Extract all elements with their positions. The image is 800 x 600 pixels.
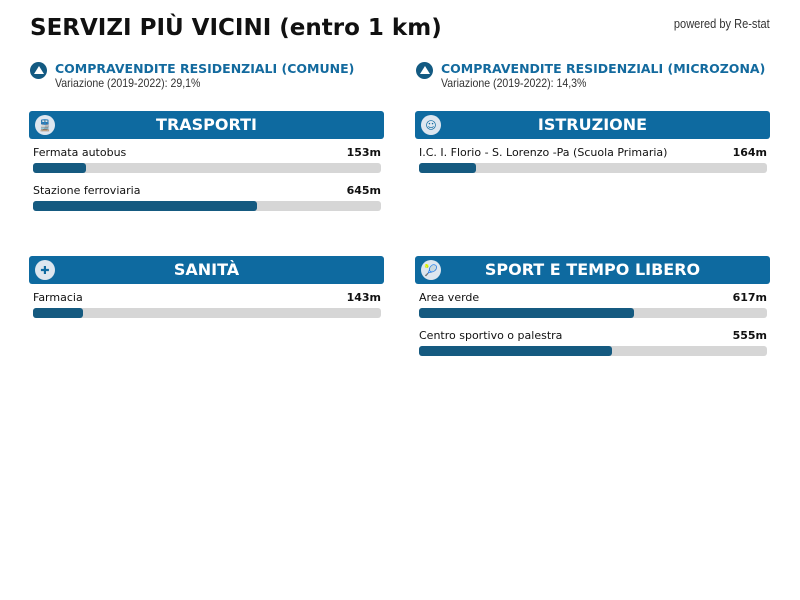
section-header: ☺ ISTRUZIONE (415, 111, 770, 139)
section-title: SANITÀ (173, 260, 240, 279)
item-distance: 617m (732, 291, 767, 304)
list-item: Centro sportivo o palestra 555m (415, 328, 770, 356)
item-distance: 645m (346, 184, 381, 197)
section-header: ✚ SANITÀ (29, 256, 384, 284)
distance-bar-fill (33, 201, 258, 211)
section-title: ISTRUZIONE (537, 115, 648, 134)
distance-bar (419, 346, 767, 356)
train-icon: 🚆 (35, 115, 55, 135)
list-item: Stazione ferroviaria 645m (29, 183, 384, 211)
hospital-icon: ✚ (35, 260, 55, 280)
kpi-sub: Variazione (2019-2022): 14,3% (441, 76, 587, 90)
section-sanit-: ✚ SANITÀ Farmacia 143m (29, 256, 384, 328)
distance-bar-fill (33, 163, 87, 173)
section-header: 🎾 SPORT E TEMPO LIBERO (415, 256, 770, 284)
kpi-sub: Variazione (2019-2022): 29,1% (55, 76, 201, 90)
page-title: SERVIZI PIÙ VICINI (entro 1 km) (30, 15, 442, 41)
item-label: Area verde (419, 291, 480, 304)
distance-bar (33, 201, 381, 211)
list-item: Fermata autobus 153m (29, 145, 384, 173)
item-distance: 164m (732, 146, 767, 159)
kpi-microzona: COMPRAVENDITE RESIDENZIALI (MICROZONA) V… (416, 61, 765, 90)
item-distance: 153m (346, 146, 381, 159)
distance-bar (33, 308, 381, 318)
kpi-title: COMPRAVENDITE RESIDENZIALI (MICROZONA) (441, 61, 766, 76)
kpi-comune: COMPRAVENDITE RESIDENZIALI (COMUNE) Vari… (30, 61, 354, 90)
triangle-icon (30, 62, 47, 79)
kpi-title: COMPRAVENDITE RESIDENZIALI (COMUNE) (55, 61, 355, 76)
distance-bar (33, 163, 381, 173)
section-istruzione: ☺ ISTRUZIONE I.C. I. Florio - S. Lorenzo -… (415, 111, 770, 183)
item-distance: 143m (346, 291, 381, 304)
distance-bar-fill (419, 346, 613, 356)
section-title: SPORT E TEMPO LIBERO (484, 260, 701, 279)
teacher-icon: ☺ (421, 115, 441, 135)
item-distance: 555m (732, 329, 767, 342)
list-item: Farmacia 143m (29, 290, 384, 318)
list-item: Area verde 617m (415, 290, 770, 318)
item-label: Centro sportivo o palestra (419, 329, 563, 342)
section-header: 🚆 TRASPORTI (29, 111, 384, 139)
distance-bar (419, 308, 767, 318)
item-label: Farmacia (33, 291, 83, 304)
powered-by: powered by Re-stat (674, 16, 770, 31)
section-title: TRASPORTI (156, 115, 257, 134)
list-item: I.C. I. Florio - S. Lorenzo -Pa (Scuola … (415, 145, 770, 173)
item-label: Fermata autobus (33, 146, 127, 159)
tennis-icon: 🎾 (421, 260, 441, 280)
distance-bar-fill (419, 163, 477, 173)
item-label: I.C. I. Florio - S. Lorenzo -Pa (Scuola … (419, 146, 668, 159)
section-sport-e-tempo-libero: 🎾 SPORT E TEMPO LIBERO Area verde 617m Centr… (415, 256, 770, 366)
distance-bar-fill (33, 308, 83, 318)
section-trasporti: 🚆 TRASPORTI Fermata autobus 153m Stazione fe… (29, 111, 384, 221)
item-label: Stazione ferroviaria (33, 184, 141, 197)
triangle-icon (416, 62, 433, 79)
distance-bar-fill (419, 308, 634, 318)
distance-bar (419, 163, 767, 173)
